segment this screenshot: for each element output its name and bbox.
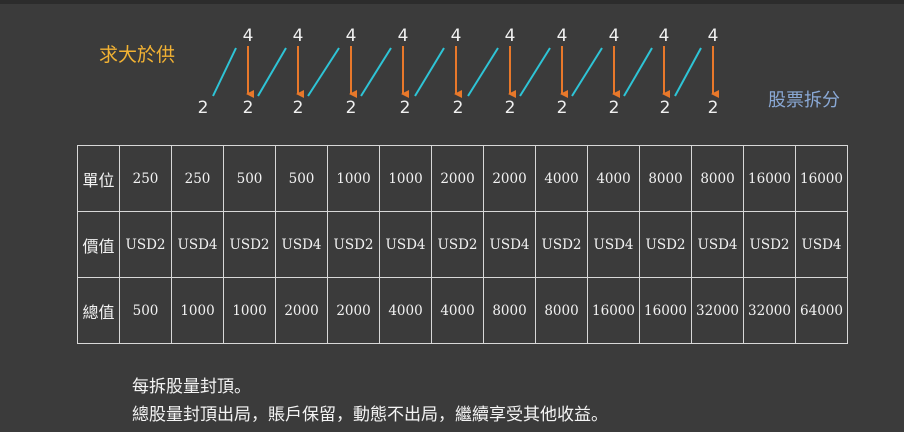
top-number-10: 4 [707,26,719,46]
table-cell: 500 [275,145,328,212]
top-number-9: 4 [658,26,670,46]
table-cell: USD4 [587,211,640,278]
table-cell: 16000 [795,145,848,212]
diagonal-line-7 [519,47,551,97]
note-line-1: 每拆股量封頂。 [132,377,251,397]
table-cell: 1000 [171,277,224,344]
bottom-number-8: 2 [556,98,568,118]
diagonal-line-1 [212,47,237,97]
split-diagram [212,46,719,98]
diagonal-line-10 [674,47,702,97]
table-cell: 4000 [587,145,640,212]
diagonal-line-2 [257,47,287,97]
table-cell: USD2 [535,211,588,278]
split-table: 單位 250 250 500 500 1000 1000 2000 2000 4000 4000 80… [77,145,848,344]
top-number-3: 4 [345,26,357,46]
top-number-2: 4 [292,26,304,46]
bottom-number-3: 2 [292,98,304,118]
table-cell: USD4 [795,211,848,278]
table-cell: 1000 [223,277,276,344]
table-row: 總值 500 1000 1000 2000 2000 4000 4000 8000 8000 160… [77,277,848,344]
table-cell: USD4 [691,211,744,278]
bottom-number-4: 2 [345,98,357,118]
top-number-7: 4 [556,26,568,46]
diagonal-line-4 [360,47,392,97]
table-cell: 16000 [743,145,796,212]
table-cell: 1000 [327,145,380,212]
table-cell: 8000 [483,277,536,344]
row-header: 單位 [77,145,120,212]
bottom-number-11: 2 [707,98,719,118]
table-cell: 16000 [639,277,692,344]
bottom-number-2: 2 [242,98,254,118]
top-number-8: 4 [608,26,620,46]
table-cell: 1000 [379,145,432,212]
table-cell: USD2 [327,211,380,278]
bottom-number-6: 2 [452,98,464,118]
table-cell: 32000 [691,277,744,344]
table-cell: USD2 [431,211,484,278]
top-number-6: 4 [504,26,516,46]
top-number-5: 4 [450,26,462,46]
table-cell: USD4 [483,211,536,278]
table-cell: 64000 [795,277,848,344]
table-cell: USD4 [275,211,328,278]
diagonal-line-3 [307,47,340,97]
table-cell: USD2 [119,211,172,278]
table-cell: USD4 [379,211,432,278]
table-cell: 500 [119,277,172,344]
table-cell: USD2 [743,211,796,278]
table-cell: 250 [119,145,172,212]
bottom-number-7: 2 [504,98,516,118]
diagonal-line-9 [623,47,653,97]
diagonal-line-6 [467,47,499,97]
table-cell: 250 [171,145,224,212]
table-cell: 2000 [431,145,484,212]
note-line-2: 總股量封頂出局，賬戶保留，動態不出局，繼續享受其他收益。 [132,405,608,425]
table-cell: 4000 [379,277,432,344]
table-cell: 32000 [743,277,796,344]
row-header: 價值 [77,211,120,278]
table-cell: USD2 [223,211,276,278]
table-cell: 2000 [327,277,380,344]
demand-exceeds-supply-label: 求大於供 [99,44,176,66]
row-header: 總值 [77,277,120,344]
table-cell: 8000 [535,277,588,344]
bottom-number-1: 2 [197,98,209,118]
table-cell: 4000 [431,277,484,344]
table-cell: 2000 [483,145,536,212]
diagonal-line-8 [571,47,603,97]
table-cell: 16000 [587,277,640,344]
table-cell: 2000 [275,277,328,344]
table-cell: 8000 [639,145,692,212]
table-cell: 8000 [691,145,744,212]
table-cell: USD4 [171,211,224,278]
top-number-1: 4 [242,26,254,46]
bottom-number-5: 2 [399,98,411,118]
diagonal-line-5 [414,47,445,97]
stock-split-label: 股票拆分 [768,90,840,111]
top-strip [0,0,904,4]
table-row: 單位 250 250 500 500 1000 1000 2000 2000 4000 4000 80… [77,145,848,212]
table-row: 價值 USD2 USD4 USD2 USD4 USD2 USD4 USD2 USD4 USD2 US… [77,211,848,278]
bottom-number-9: 2 [608,98,620,118]
bottom-number-10: 2 [659,98,671,118]
table-cell: USD2 [639,211,692,278]
top-number-4: 4 [397,26,409,46]
table-cell: 4000 [535,145,588,212]
table-cell: 500 [223,145,276,212]
